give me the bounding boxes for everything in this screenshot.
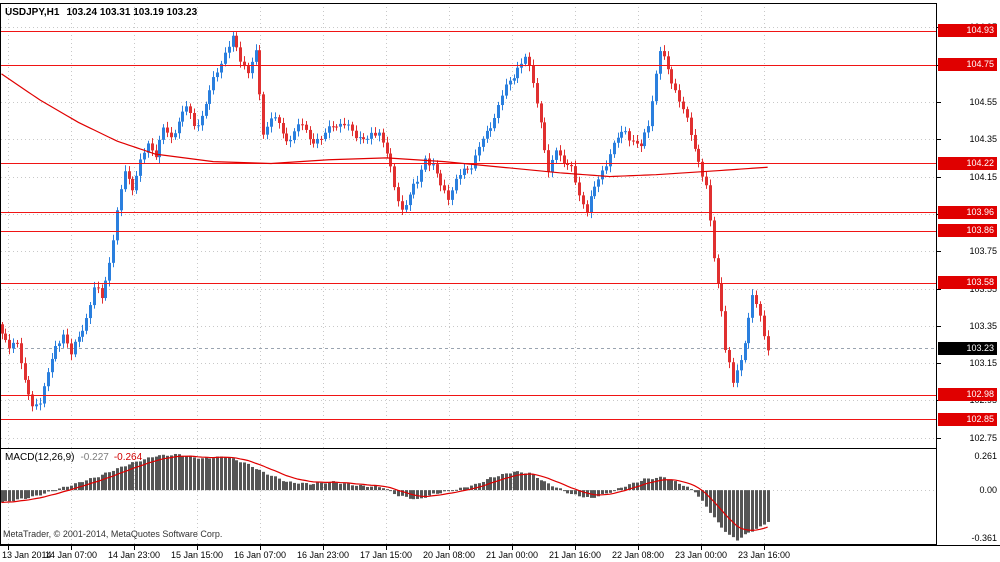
price-level-badge: 103.96: [938, 206, 997, 219]
time-axis-label: 17 Jan 15:00: [359, 550, 413, 560]
macd-axis-label: -0.361: [971, 533, 997, 543]
price-level-badge: 103.58: [938, 276, 997, 289]
time-axis-tick: [449, 546, 450, 550]
time-axis-label: 22 Jan 08:00: [611, 550, 665, 560]
price-level-badge: 102.98: [938, 388, 997, 401]
price-axis-label: 102.75: [969, 433, 997, 443]
price-axis-tick: [937, 102, 941, 103]
price-level-badge: 104.75: [938, 58, 997, 71]
price-axis-label: 104.15: [969, 172, 997, 182]
price-axis-label: 103.15: [969, 358, 997, 368]
macd-signal-value: -0.264: [113, 452, 143, 463]
price-axis-label: 104.35: [969, 134, 997, 144]
time-axis-label: 23 Jan 16:00: [737, 550, 791, 560]
time-axis-label: 13 Jan 2014: [2, 550, 52, 560]
price-axis-label: 103.75: [969, 246, 997, 256]
candlestick-chart-canvas[interactable]: [0, 0, 937, 562]
price-axis-tick: [937, 438, 941, 439]
symbol-timeframe-label: USDJPY,H1: [5, 7, 60, 18]
time-axis-tick: [575, 546, 576, 550]
copyright-text: MetaTrader, © 2001-2014, MetaQuotes Soft…: [3, 529, 223, 539]
time-axis-label: 14 Jan 23:00: [107, 550, 161, 560]
time-axis-label: 23 Jan 00:00: [674, 550, 728, 560]
price-level-badge: 102.85: [938, 413, 997, 426]
macd-main-value: -0.227: [80, 452, 109, 463]
price-axis-tick: [937, 289, 941, 290]
chart-title: USDJPY,H1 103.24 103.31 103.19 103.23: [5, 7, 197, 18]
macd-name-label: MACD(12,26,9): [5, 452, 75, 463]
time-axis-tick: [260, 546, 261, 550]
price-axis[interactable]: 104.95104.75104.55104.35104.15103.95103.…: [937, 0, 1000, 545]
time-axis-tick: [638, 546, 639, 550]
time-axis-label: 21 Jan 16:00: [548, 550, 602, 560]
time-axis-tick: [764, 546, 765, 550]
time-axis-tick: [701, 546, 702, 550]
time-axis-label: 14 Jan 07:00: [44, 550, 98, 560]
price-level-badge: 103.86: [938, 224, 997, 237]
time-axis-tick: [323, 546, 324, 550]
current-price-badge: 103.23: [938, 342, 997, 355]
macd-axis-label: 0.00: [979, 485, 997, 495]
price-axis-tick: [937, 251, 941, 252]
ohlc-values: 103.24 103.31 103.19 103.23: [66, 7, 198, 18]
macd-axis-label: 0.261: [974, 451, 997, 461]
time-axis-tick: [512, 546, 513, 550]
price-axis-tick: [937, 326, 941, 327]
price-level-badge: 104.93: [938, 24, 997, 37]
time-axis-tick: [134, 546, 135, 550]
time-axis-tick: [197, 546, 198, 550]
price-axis-label: 104.55: [969, 97, 997, 107]
price-axis-tick: [937, 139, 941, 140]
time-axis-label: 21 Jan 00:00: [485, 550, 539, 560]
price-axis-label: 103.55: [969, 284, 997, 294]
time-axis-label: 16 Jan 23:00: [296, 550, 350, 560]
time-axis[interactable]: 13 Jan 2014 14 Jan 07:00 14 Jan 23:00 15 Ja…: [0, 545, 1000, 562]
time-axis-label: 15 Jan 15:00: [170, 550, 224, 560]
time-axis-tick: [386, 546, 387, 550]
macd-indicator-label: MACD(12,26,9) -0.227 -0.264: [5, 452, 142, 463]
time-axis-label: 16 Jan 07:00: [233, 550, 287, 560]
price-level-badge: 104.22: [938, 157, 997, 170]
time-axis-tick: [8, 546, 9, 550]
price-axis-tick: [937, 177, 941, 178]
price-axis-label: 103.35: [969, 321, 997, 331]
time-axis-label: 20 Jan 08:00: [422, 550, 476, 560]
time-axis-tick: [71, 546, 72, 550]
price-axis-tick: [937, 363, 941, 364]
